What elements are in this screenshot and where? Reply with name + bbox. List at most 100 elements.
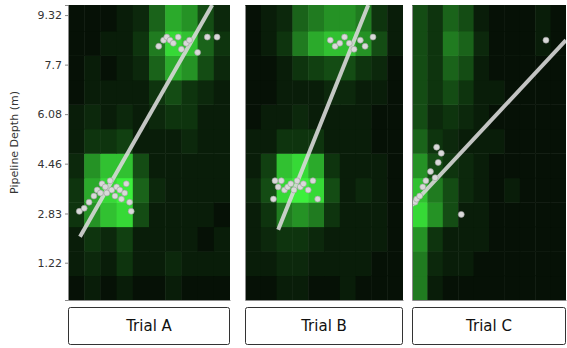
- heatmap-cell: [551, 202, 566, 227]
- heatmap-cell: [84, 153, 101, 178]
- y-tick: 7.7: [45, 59, 69, 72]
- heatmap-cell: [84, 31, 101, 56]
- y-axis: 1.222.834.466.087.79.32: [38, 6, 69, 301]
- heatmap-cell: [198, 276, 215, 300]
- point: [187, 37, 193, 43]
- heatmap-cell: [100, 5, 117, 31]
- heatmap-cell: [84, 104, 101, 129]
- point: [423, 178, 429, 184]
- heatmap-cell: [261, 276, 277, 300]
- heatmap-cell: [520, 251, 536, 276]
- heatmap-cell: [149, 178, 166, 203]
- fit-line: [80, 5, 212, 237]
- heatmap-cell: [443, 251, 459, 276]
- heatmap-cell: [340, 276, 356, 300]
- point: [175, 34, 181, 40]
- heatmap-cell: [489, 276, 505, 300]
- point: [357, 37, 363, 43]
- heatmap-cell: [520, 276, 536, 300]
- heatmap-cell: [504, 276, 520, 300]
- heatmap-cell: [504, 129, 520, 154]
- heatmap-cell: [84, 251, 101, 276]
- heatmap-cell: [149, 251, 166, 276]
- heatmap-cell: [443, 178, 459, 203]
- y-tick-label: 4.46: [38, 158, 63, 171]
- heatmap-cell: [520, 104, 536, 129]
- point: [278, 178, 284, 184]
- heatmap-cell: [324, 5, 340, 31]
- heatmap-cell: [340, 227, 356, 252]
- heatmap-cell: [324, 251, 340, 276]
- point: [275, 184, 281, 190]
- heatmap-cell: [198, 202, 215, 227]
- heatmap-cell: [458, 31, 474, 56]
- heatmap-cell: [261, 202, 277, 227]
- heatmap-cell: [198, 227, 215, 252]
- heatmap-cell: [458, 227, 474, 252]
- heatmap-cell: [551, 276, 566, 300]
- heatmap-cell: [427, 202, 443, 227]
- heatmap-cell: [84, 276, 101, 300]
- point: [346, 40, 352, 46]
- heatmap-cell: [371, 129, 387, 154]
- heatmap-cell: [489, 227, 505, 252]
- heatmap-cell: [427, 251, 443, 276]
- heatmap-cell: [214, 153, 230, 178]
- point: [156, 43, 162, 49]
- y-tick-mark: [65, 65, 68, 66]
- heatmap-cell: [214, 202, 230, 227]
- point: [543, 37, 549, 43]
- heatmap-cell: [535, 276, 551, 300]
- heatmap-cell: [427, 5, 443, 31]
- point: [310, 178, 316, 184]
- heatmap-cell: [277, 31, 293, 56]
- title-box: [69, 308, 230, 345]
- heatmap-cell: [551, 251, 566, 276]
- y-tick-mark: [65, 164, 68, 165]
- heatmap-cell: [387, 153, 403, 178]
- heatmap-cell: [100, 251, 117, 276]
- heatmap-cell: [165, 251, 182, 276]
- heatmap-cell: [68, 251, 85, 276]
- heatmap-cell: [181, 227, 198, 252]
- heatmap-cell: [100, 80, 117, 105]
- fit-line: [412, 40, 566, 205]
- y-tick: 9.32: [38, 9, 69, 22]
- heatmap-cell: [214, 55, 230, 80]
- heatmap-cell: [133, 153, 150, 178]
- heatmap-cell: [214, 5, 230, 31]
- plot-area: [245, 5, 403, 300]
- point: [288, 181, 294, 187]
- point: [351, 46, 357, 52]
- heatmap-cell: [551, 129, 566, 154]
- heatmap-cell: [198, 80, 215, 105]
- heatmap-cell: [165, 129, 182, 154]
- heatmap-cell: [292, 55, 308, 80]
- heatmap-cell: [292, 227, 308, 252]
- heatmap-cell: [133, 80, 150, 105]
- heatmap-cell: [324, 202, 340, 227]
- heatmap-cell: [443, 129, 459, 154]
- y-axis-line: [245, 6, 246, 301]
- x-axis: [246, 300, 404, 301]
- heatmap-cell: [133, 251, 150, 276]
- heatmap-cell: [356, 129, 372, 154]
- heatmap-cell: [340, 251, 356, 276]
- heatmap-cell: [458, 55, 474, 80]
- heatmap-cell: [474, 276, 490, 300]
- heatmap-cell: [535, 251, 551, 276]
- point: [123, 181, 129, 187]
- heatmap-cell: [308, 55, 324, 80]
- heatmap-cell: [181, 104, 198, 129]
- heatmap-cell: [68, 129, 85, 154]
- heatmap-cell: [535, 129, 551, 154]
- heatmap-cell: [387, 202, 403, 227]
- heatmap-cell: [474, 55, 490, 80]
- heatmap-cell: [133, 276, 150, 300]
- heatmap-cell: [165, 153, 182, 178]
- heatmap-cell: [117, 227, 134, 252]
- heatmap-cell: [535, 5, 551, 31]
- heatmap-cell: [198, 55, 215, 80]
- point: [270, 196, 276, 202]
- heatmap-cell: [535, 178, 551, 203]
